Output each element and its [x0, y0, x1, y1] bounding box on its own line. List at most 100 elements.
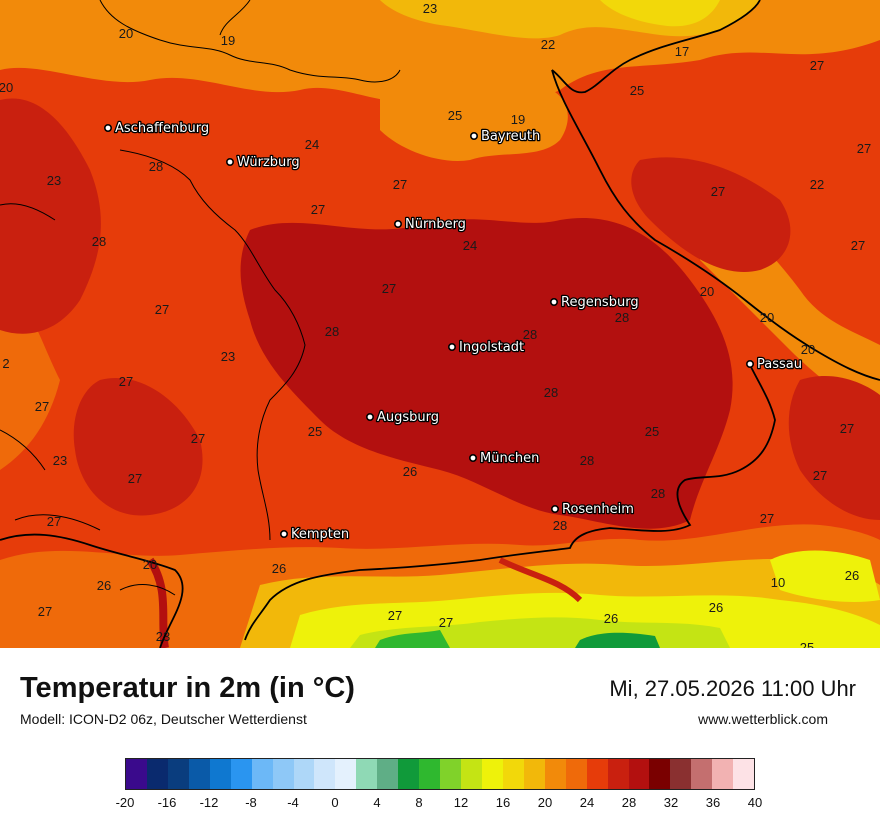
temperature-value-label: 28 — [523, 327, 537, 342]
model-source: Modell: ICON-D2 06z, Deutscher Wetterdie… — [20, 711, 307, 727]
border-austria — [244, 364, 776, 641]
border-state-thuringia — [99, 0, 401, 83]
city-dot — [549, 297, 558, 306]
temperature-value-label: 27 — [760, 511, 774, 526]
temperature-value-label: 23 — [423, 1, 437, 16]
isotherm-labels: 23 20 19 22 17 27 20 25 25 19 24 27 28 23 22 27 27 27 28 24… — [0, 1, 871, 648]
temperature-value-label: 25 — [800, 640, 814, 648]
city-dot — [104, 124, 113, 133]
colorbar-segment — [523, 759, 545, 789]
temperature-value-label: 27 — [857, 141, 871, 156]
temperature-field-north-coolest — [600, 0, 720, 27]
city-label: Aschaffenburg — [115, 121, 209, 136]
city-label: Passau — [757, 357, 802, 372]
colorbar-segment — [293, 759, 315, 789]
colorbar-tick-label: -4 — [287, 795, 299, 810]
colorbar-segment — [188, 759, 210, 789]
temperature-value-label: 27 — [840, 421, 854, 436]
temperature-value-label: 28 — [651, 486, 665, 501]
temperature-value-label: 27 — [851, 238, 865, 253]
temperature-value-label: 20 — [700, 284, 714, 299]
city-markers: Aschaffenburg Würzburg Bayreuth Nürnberg Reg… — [104, 120, 803, 543]
city-dot — [447, 342, 456, 351]
colorbar-segment — [167, 759, 189, 789]
temperature-value-label: 2 — [2, 356, 9, 371]
map-title: Temperatur in 2m (in °C) — [20, 672, 355, 704]
temperature-value-label: 19 — [221, 33, 235, 48]
temperature-value-label: 20 — [143, 557, 157, 572]
temperature-value-label: 27 — [813, 468, 827, 483]
city-dot — [393, 220, 402, 229]
city-label: Regensburg — [561, 295, 639, 310]
temperature-value-label: 28 — [615, 310, 629, 325]
colorbar-segment — [146, 759, 168, 789]
colorbar-segment — [712, 759, 734, 789]
colorbar-segment — [335, 759, 357, 789]
temperature-value-label: 25 — [448, 108, 462, 123]
colorbar-tick-label: 8 — [415, 795, 423, 810]
temperature-value-label: 10 — [771, 575, 785, 590]
colorbar-segment — [481, 759, 503, 789]
city-dot — [279, 529, 288, 538]
colorbar-tick-label: -20 — [115, 795, 135, 810]
city-marker: Passau — [745, 356, 803, 373]
temperature-value-label: 26 — [272, 561, 286, 576]
city-marker: München — [468, 450, 541, 467]
city-marker: Regensburg — [549, 294, 640, 311]
temperature-value-label: 22 — [541, 37, 555, 52]
border-switzerland — [0, 533, 184, 648]
temperature-value-label: 27 — [119, 374, 133, 389]
border-state-hesse — [219, 0, 251, 36]
colorbar-segment — [440, 759, 461, 789]
temperature-value-label: 27 — [439, 615, 453, 630]
temperature-value-label: 27 — [38, 604, 52, 619]
colorbar-tick-label: 24 — [579, 795, 595, 810]
colorbar-tick-label: 36 — [705, 795, 721, 810]
temperature-value-label: 27 — [810, 58, 824, 73]
colorbar-segment — [419, 759, 441, 789]
temperature-value-label: 27 — [47, 514, 61, 529]
colorbar-segment — [377, 759, 399, 789]
temperature-value-label: 28 — [553, 518, 567, 533]
city-dot — [365, 412, 374, 421]
city-marker: Rosenheim — [550, 501, 635, 518]
city-label: Bayreuth — [481, 129, 540, 144]
website-link[interactable]: www.wetterblick.com — [698, 711, 828, 727]
city-dot — [745, 359, 754, 368]
city-marker: Aschaffenburg — [104, 120, 210, 137]
colorbar-tick-label: -12 — [199, 795, 219, 810]
city-marker: Ingolstadt — [447, 339, 525, 356]
temperature-value-label: 28 — [544, 385, 558, 400]
temperature-field-warm-core — [240, 218, 733, 529]
temperature-value-label: 20 — [119, 26, 133, 41]
city-label: Rosenheim — [562, 502, 634, 517]
temperature-value-label: 27 — [393, 177, 407, 192]
borders-layer — [0, 0, 880, 648]
temperature-value-label: 27 — [128, 471, 142, 486]
colorbar-tick-label: 12 — [453, 795, 469, 810]
temperature-field-warm-southeast — [788, 375, 880, 520]
temperature-value-label: 28 — [92, 234, 106, 249]
colorbar-segment — [502, 759, 524, 789]
temperature-value-label: 23 — [53, 453, 67, 468]
temperature-field-warm-east — [631, 157, 791, 272]
city-label: Ingolstadt — [459, 340, 524, 355]
colorbar-segment — [209, 759, 231, 789]
city-marker: Augsburg — [365, 409, 440, 426]
city-marker: Kempten — [279, 526, 350, 543]
temperature-value-label: 25 — [308, 424, 322, 439]
border-state-baden-wuerttemberg — [119, 149, 306, 541]
border-czech-north — [551, 0, 761, 94]
border-state-west — [0, 203, 56, 471]
colorbar-segment — [398, 759, 420, 789]
temperature-value-label: 20 — [760, 310, 774, 325]
temperature-value-label: 26 — [709, 600, 723, 615]
temperature-value-label: 22 — [810, 177, 824, 192]
colorbar-segment — [670, 759, 692, 789]
temperature-value-label: 17 — [675, 44, 689, 59]
colorbar-tick-label: 4 — [373, 795, 381, 810]
temperature-value-label: 24 — [463, 238, 477, 253]
temperature-value-label: 25 — [645, 424, 659, 439]
city-dot — [550, 504, 559, 513]
colorbar-segment — [461, 759, 482, 789]
